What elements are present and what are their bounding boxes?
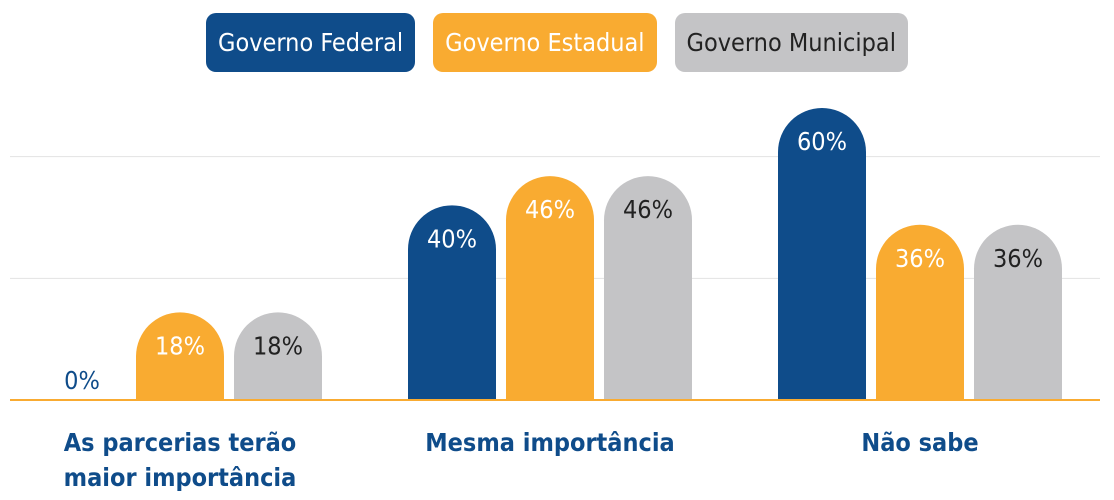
bar bbox=[604, 176, 692, 400]
bar bbox=[234, 312, 322, 400]
bar bbox=[408, 205, 496, 400]
value-label: 36% bbox=[895, 244, 945, 273]
bar bbox=[778, 108, 866, 400]
bar bbox=[506, 176, 594, 400]
x-tick-label: Não sabe bbox=[861, 428, 979, 457]
value-label: 36% bbox=[993, 244, 1043, 273]
bar bbox=[974, 224, 1062, 400]
legend: Governo Federal Governo Estadual Governo M… bbox=[0, 13, 1114, 72]
legend-item: Governo Federal bbox=[206, 13, 416, 72]
value-label: 18% bbox=[155, 331, 205, 360]
x-tick-label: Mesma importância bbox=[425, 428, 675, 457]
value-label: 60% bbox=[797, 127, 847, 156]
legend-item: Governo Estadual bbox=[433, 13, 657, 72]
value-label: 18% bbox=[253, 331, 303, 360]
value-label: 46% bbox=[623, 195, 673, 224]
bar bbox=[136, 312, 224, 400]
value-label: 0% bbox=[64, 366, 100, 395]
legend-item: Governo Municipal bbox=[674, 13, 908, 72]
bar bbox=[876, 224, 964, 400]
x-tick-label: As parcerias terão maior importância bbox=[63, 428, 297, 492]
value-label: 40% bbox=[427, 224, 477, 253]
value-label: 46% bbox=[525, 195, 575, 224]
